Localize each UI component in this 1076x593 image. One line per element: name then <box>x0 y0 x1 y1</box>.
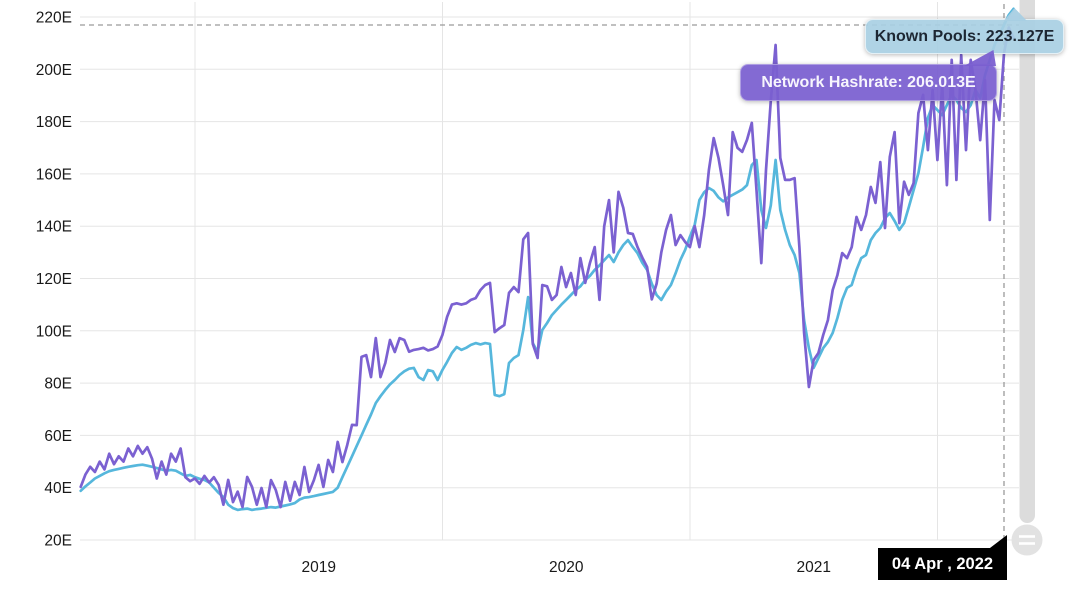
x-axis-label: 2020 <box>549 559 584 576</box>
series-known-pools <box>79 7 1015 512</box>
y-axis-label: 80E <box>44 376 72 393</box>
chart-canvas[interactable]: 220E 200E 180E 160E 140E 120E 100E 80E 60E 40E 20E… <box>0 0 1076 580</box>
y-axis-label: 20E <box>44 533 72 550</box>
y-axis-label: 60E <box>44 428 72 445</box>
series-network-hashrate <box>79 26 1015 509</box>
known-pools-tooltip: Known Pools: 223.127E <box>865 19 1064 54</box>
scrollbar-track[interactable] <box>1019 0 1036 523</box>
network-hashrate-tooltip: Network Hashrate: 206.013E <box>740 64 997 101</box>
y-axis-label: 200E <box>36 62 72 79</box>
hashrate-chart[interactable]: 220E 200E 180E 160E 140E 120E 100E 80E 60E 40E 20E… <box>0 0 1076 580</box>
y-axis-label: 100E <box>36 323 72 340</box>
y-axis-label: 120E <box>36 271 72 288</box>
y-axis-label: 140E <box>36 219 72 236</box>
y-axis-label: 220E <box>36 10 72 27</box>
y-axis-label: 180E <box>36 114 72 131</box>
x-axis-label: 2021 <box>797 559 831 576</box>
x-axis-label: 2019 <box>302 559 336 576</box>
y-axis-label: 160E <box>36 166 72 183</box>
scrollbar-handle[interactable] <box>1011 524 1043 556</box>
y-axis-label: 40E <box>44 480 72 497</box>
